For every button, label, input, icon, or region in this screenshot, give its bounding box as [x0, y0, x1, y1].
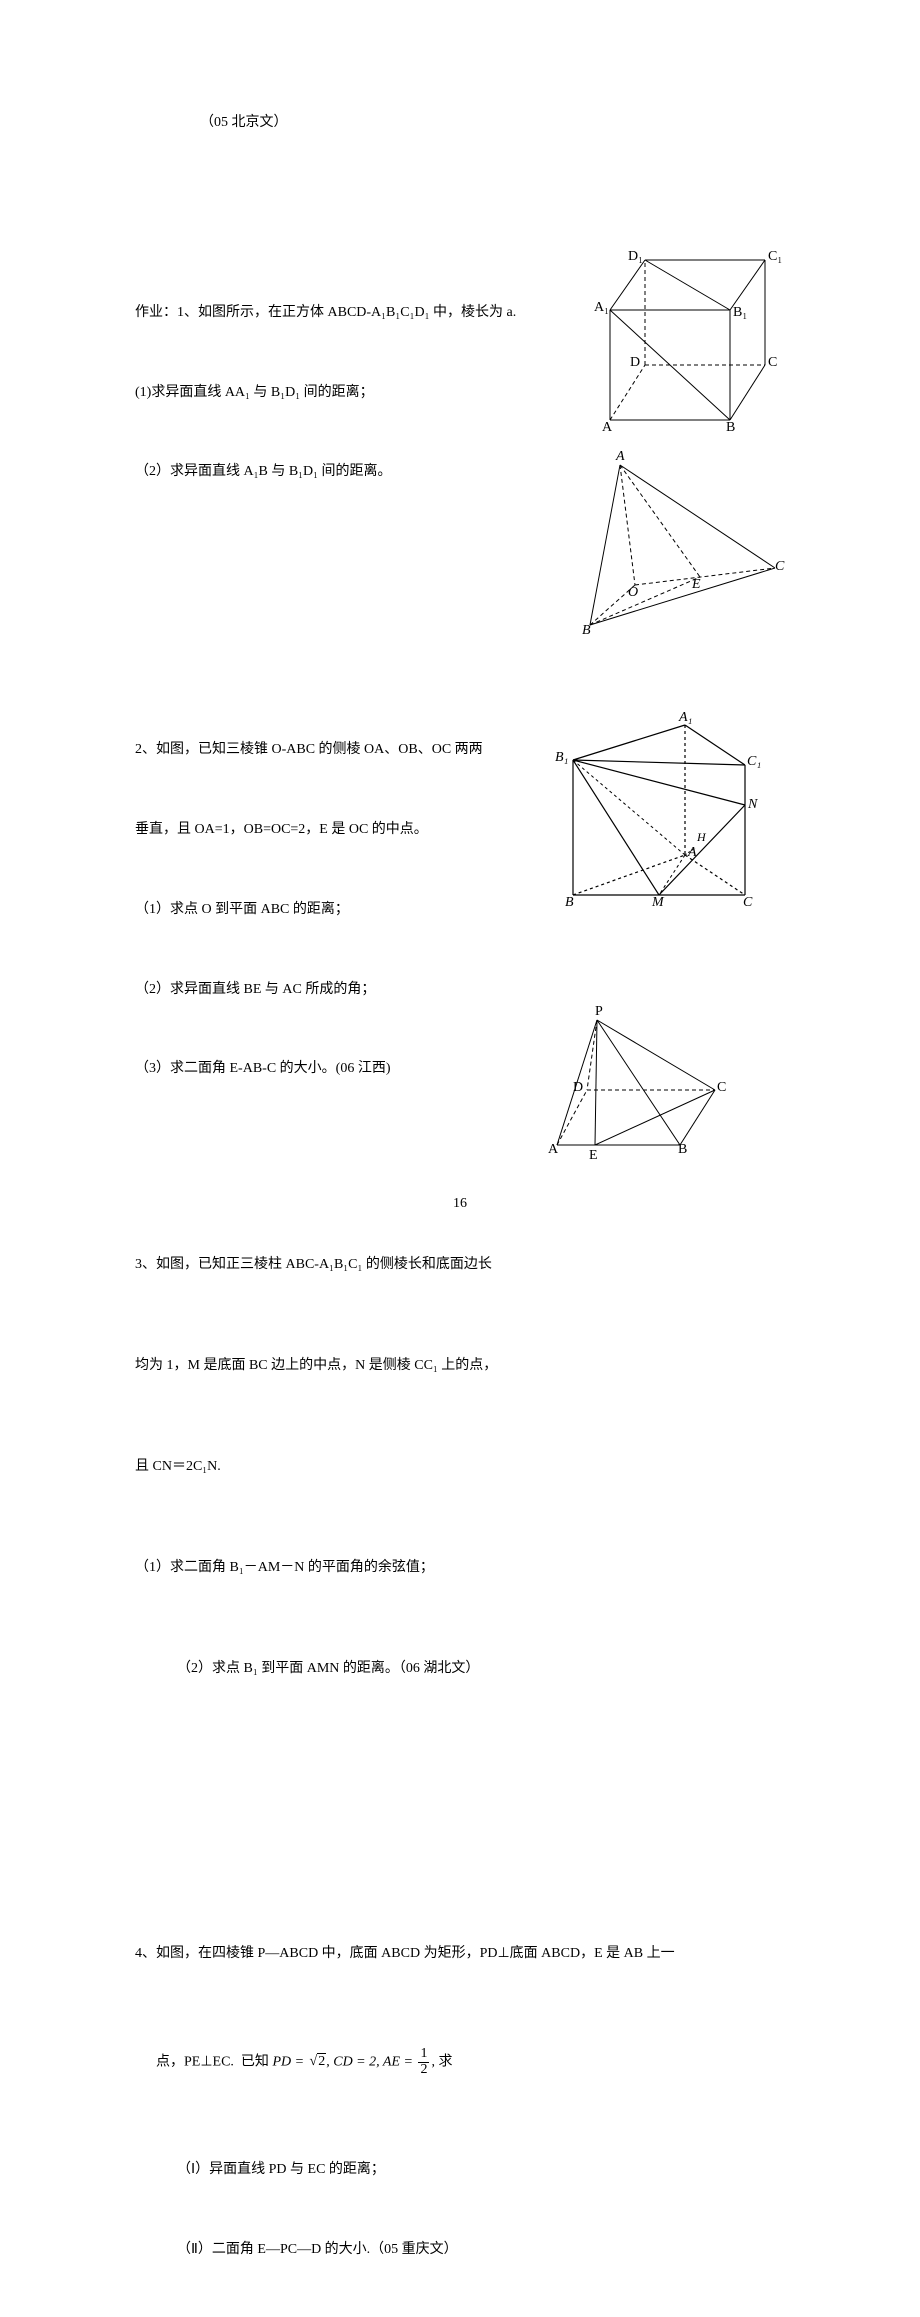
- label-B: B: [726, 420, 735, 436]
- p4-suffix: , 求: [431, 2054, 452, 2069]
- label-P: P: [595, 1004, 603, 1020]
- ae-den: 2: [418, 2063, 429, 2078]
- p4-part1: （Ⅰ）异面直线 PD 与 EC 的距离；: [177, 2157, 785, 2184]
- p4-prefix: 点，PE⊥EC. 已知: [156, 2054, 272, 2069]
- label-Cp: C: [743, 895, 752, 911]
- ae-num: 1: [418, 2047, 429, 2063]
- label-C1p: C₁: [747, 754, 761, 770]
- label-D: D: [630, 355, 640, 371]
- label-D1: D₁: [628, 249, 643, 265]
- label-A: A: [602, 420, 612, 436]
- fraction-ae: 12: [418, 2047, 429, 2077]
- p4-pd-val: 2: [317, 2053, 326, 2069]
- label-A1p: A₁: [679, 710, 692, 726]
- cube-svg: [590, 245, 780, 435]
- p4-pd-label: PD =: [272, 2054, 307, 2069]
- p2-part2: （2）求异面直线 BE 与 AC 所成的角；: [135, 977, 785, 1004]
- p4-intro-l1: 4、如图，在四棱锥 P—ABCD 中，底面 ABCD 为矩形，PD⊥底面 ABC…: [135, 1941, 785, 1968]
- p4-cd: CD = 2,: [333, 2054, 383, 2069]
- p3-intro-l3: 且 CN＝2C₁N.: [135, 1450, 785, 1484]
- figure-cube: A B C D A₁ B₁ C₁ D₁: [590, 245, 780, 435]
- p4-part2: （Ⅱ）二面角 E—PC—D 的大小.（05 重庆文）: [177, 2237, 785, 2264]
- label-Ap: A: [688, 845, 697, 861]
- label-B2: B: [582, 623, 591, 639]
- label-M: M: [652, 895, 664, 911]
- label-E: E: [692, 577, 701, 593]
- label-C1: C₁: [768, 249, 782, 265]
- comma1: ,: [326, 2054, 333, 2069]
- problem-3: 3、如图，已知正三棱柱 ABC-A₁B₁C₁ 的侧棱长和底面边长 均为 1，M …: [135, 1181, 785, 1752]
- prism-svg: [555, 710, 765, 910]
- tetra-svg: [570, 455, 785, 630]
- label-Cpy: C: [717, 1080, 726, 1096]
- p4-ae-label: AE =: [383, 2054, 417, 2069]
- pyramid-svg: [545, 1010, 725, 1165]
- label-N: N: [748, 797, 757, 813]
- label-Bpy: B: [678, 1142, 687, 1158]
- p3-intro-l2: 均为 1，M 是底面 BC 边上的中点，N 是侧棱 CC₁ 上的点，: [135, 1349, 785, 1383]
- page-number: 16: [0, 1196, 920, 1212]
- label-C: C: [768, 355, 777, 371]
- label-Apy: A: [548, 1142, 558, 1158]
- citation-05beijing: （05 北京文）: [200, 110, 785, 137]
- p3-part2: （2）求点 B₁ 到平面 AMN 的距离。（06 湖北文）: [177, 1652, 785, 1686]
- label-C2: C: [775, 559, 784, 575]
- label-Epy: E: [589, 1148, 598, 1164]
- figure-prism: A₁ B₁ C₁ A B C M N H: [555, 710, 765, 910]
- label-B1: B₁: [733, 305, 747, 321]
- figure-tetra: A B C O E: [570, 455, 785, 630]
- label-Dpy: D: [573, 1080, 583, 1096]
- sqrt-icon: 2: [308, 2049, 327, 2076]
- label-O: O: [628, 585, 638, 601]
- label-A2: A: [616, 449, 625, 465]
- label-Bp: B: [565, 895, 574, 911]
- label-H: H: [697, 830, 706, 845]
- label-B1p: B₁: [555, 750, 568, 766]
- figure-pyramid: P A B C D E: [545, 1010, 725, 1165]
- p4-intro-l2: 点，PE⊥EC. 已知 PD = 2, CD = 2, AE = 12, 求: [135, 2020, 785, 2104]
- p3-part1: （1）求二面角 B₁－AM－N 的平面角的余弦值；: [135, 1551, 785, 1585]
- problem-4: 4、如图，在四棱锥 P—ABCD 中，底面 ABCD 为矩形，PD⊥底面 ABC…: [135, 1887, 785, 2316]
- p3-intro-l1: 3、如图，已知正三棱柱 ABC-A₁B₁C₁ 的侧棱长和底面边长: [135, 1248, 785, 1282]
- label-A1: A₁: [594, 300, 609, 316]
